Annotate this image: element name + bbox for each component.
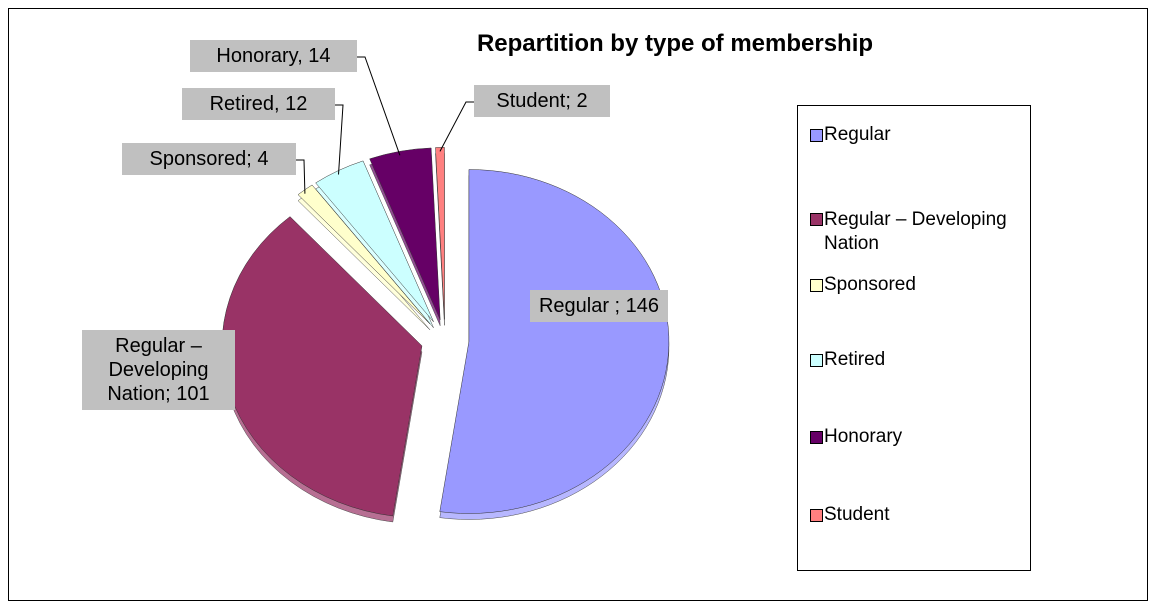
data-label: Student; 2 — [474, 85, 610, 117]
legend-label: Regular – Developing Nation — [824, 209, 1007, 254]
legend-swatch — [810, 431, 823, 444]
data-label: Regular ; 146 — [530, 290, 668, 322]
slice — [439, 169, 670, 514]
data-label: Sponsored; 4 — [122, 143, 296, 175]
legend-box — [797, 105, 1031, 571]
slice — [435, 147, 445, 320]
data-label: Honorary, 14 — [190, 40, 357, 72]
legend-label: Retired — [824, 349, 886, 370]
leader-line — [439, 101, 474, 152]
data-label: Regular – Developing Nation; 101 — [82, 330, 235, 410]
legend-swatch — [810, 509, 823, 522]
legend-swatch — [810, 129, 823, 142]
legend-swatch — [810, 354, 823, 367]
legend-label: Honorary — [824, 426, 903, 447]
slice — [369, 147, 441, 320]
legend-label: Sponsored — [824, 274, 916, 295]
data-label: Retired, 12 — [182, 88, 335, 120]
leader-line — [296, 159, 306, 194]
legend-label: Regular — [824, 124, 891, 145]
legend-label: Student — [824, 504, 890, 525]
leader-line — [357, 56, 401, 156]
legend-swatch — [810, 279, 823, 292]
legend-swatch — [810, 213, 823, 226]
leader-line — [335, 104, 344, 175]
chart-title: Repartition by type of membership — [476, 30, 874, 57]
